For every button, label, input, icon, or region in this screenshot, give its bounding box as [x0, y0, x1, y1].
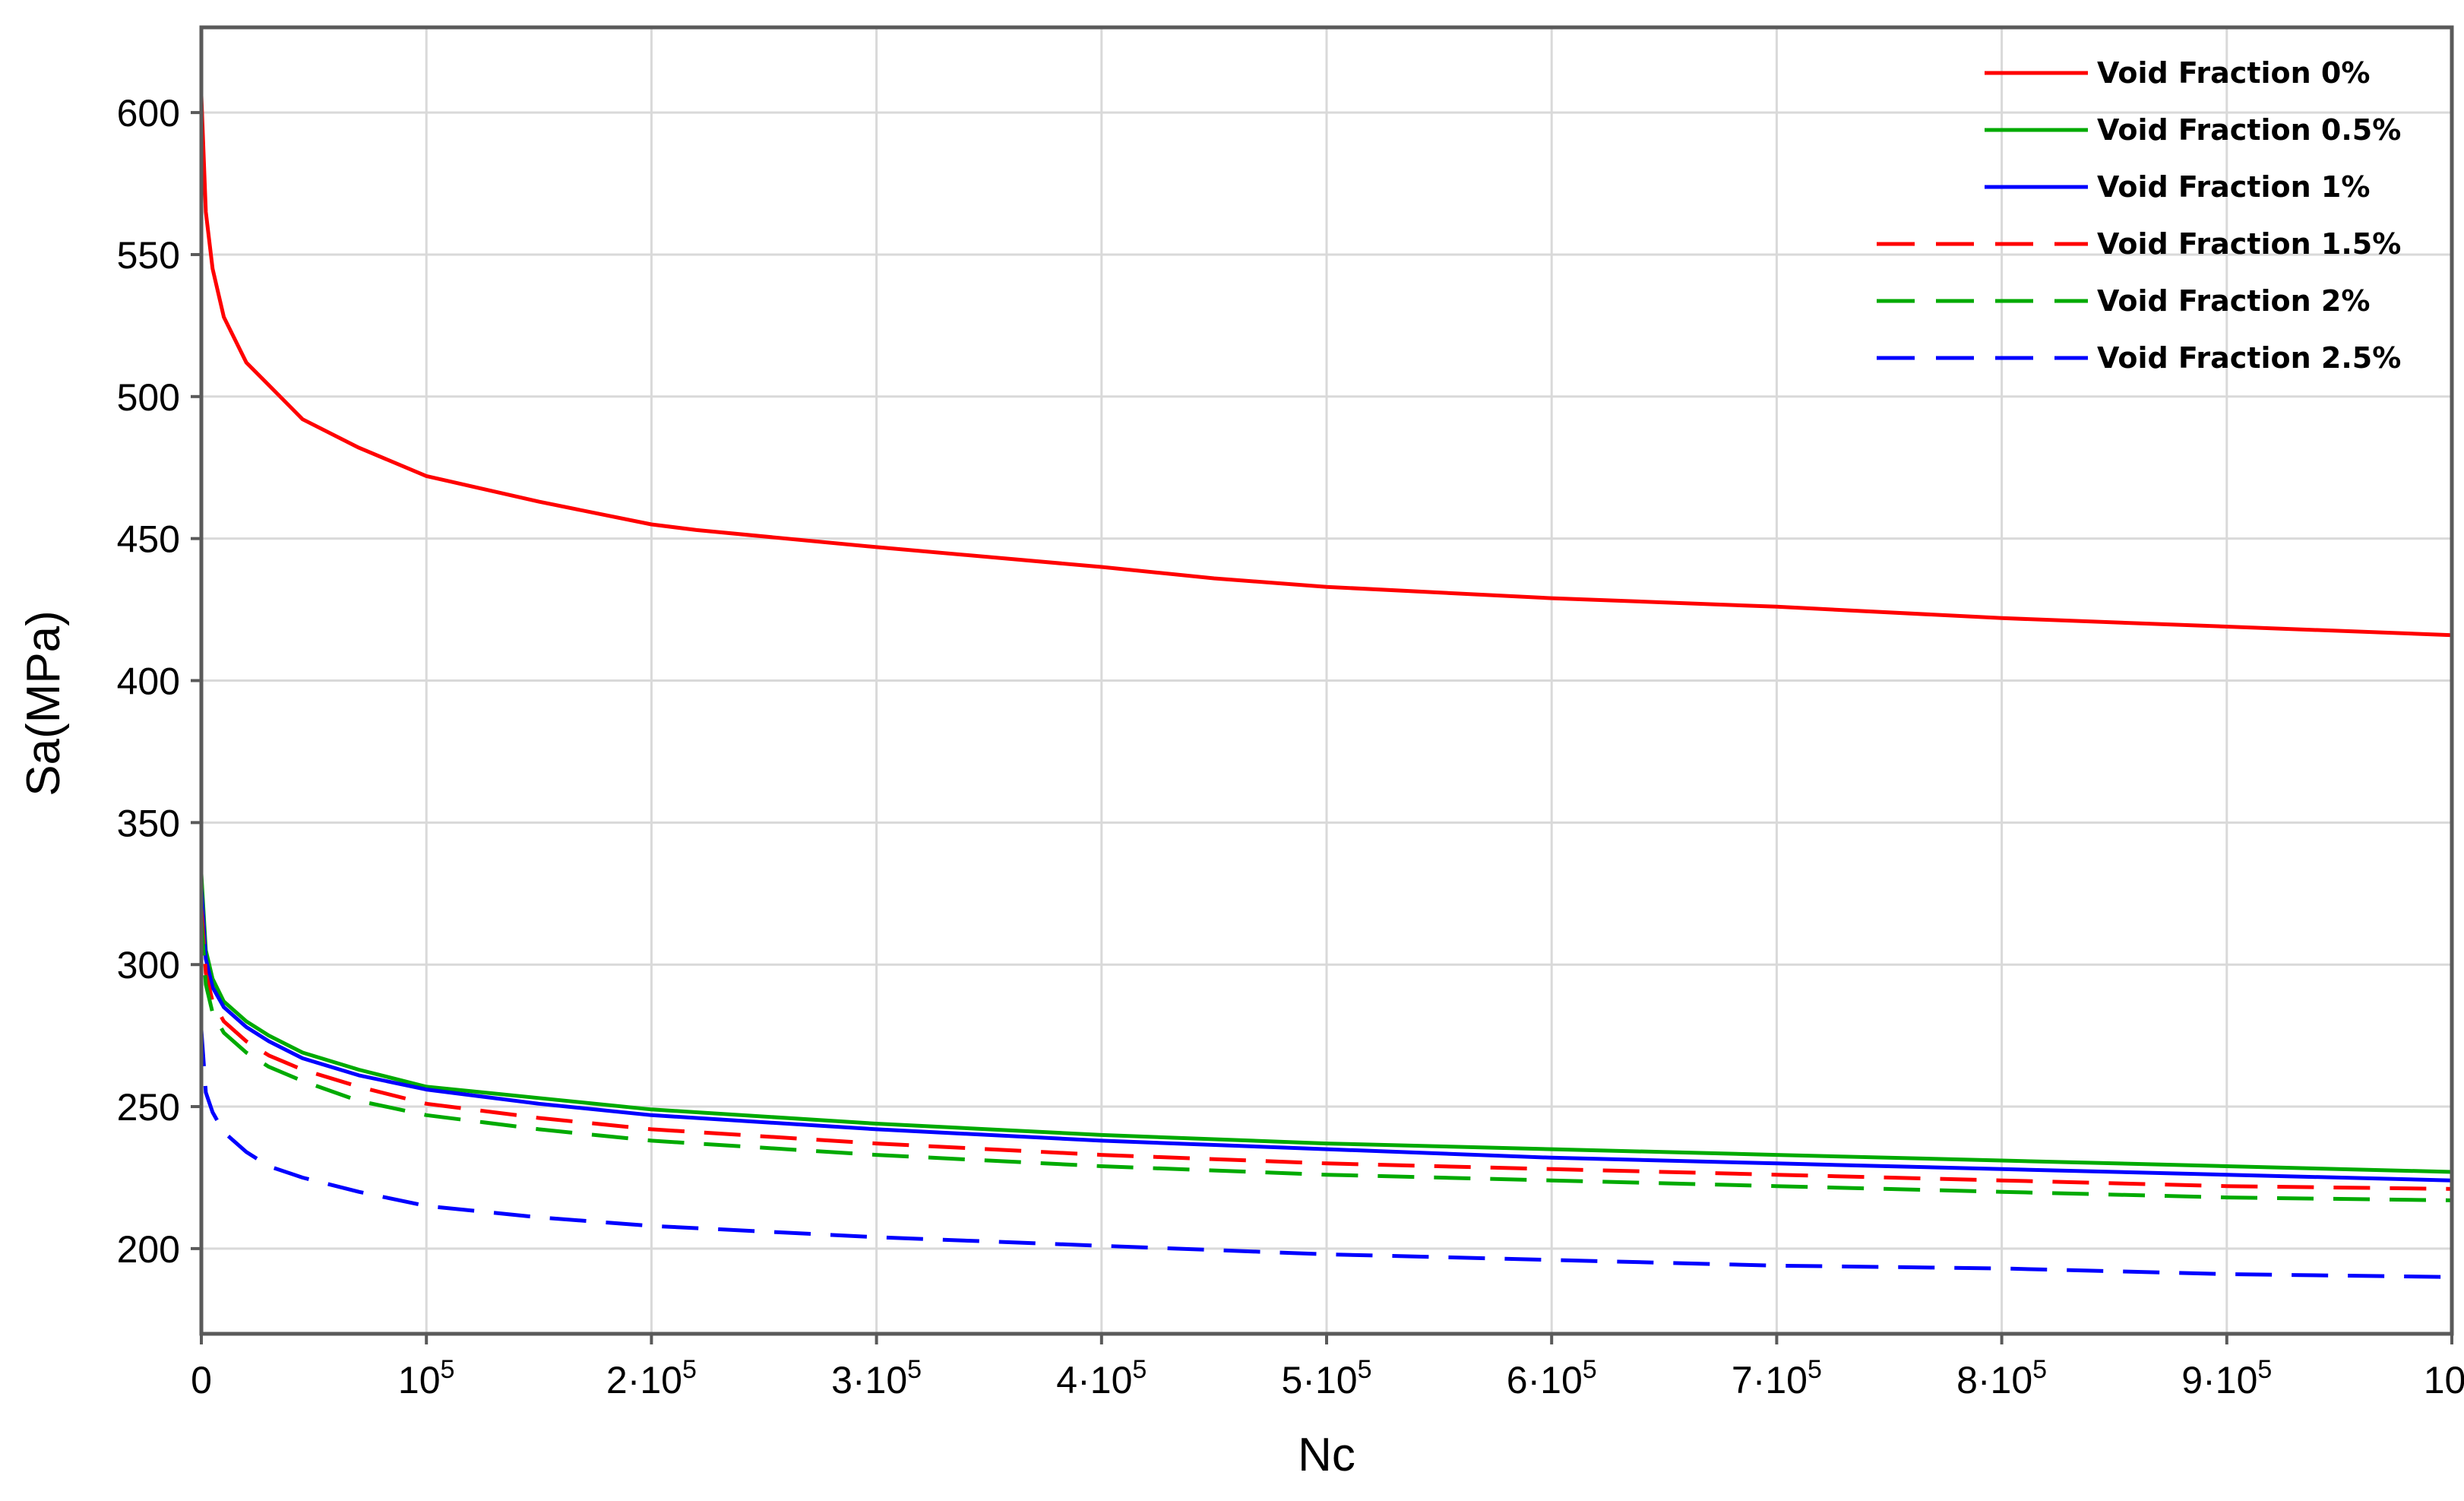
x-tick-label: 2·105 [606, 1355, 697, 1401]
series-group [199, 95, 2453, 1279]
y-axis-title: Sa(MPa) [17, 610, 70, 796]
legend-label-5: Void Fraction 2.5% [2097, 341, 2401, 375]
y-tick-label: 550 [117, 234, 180, 277]
legend-label-0: Void Fraction 0% [2097, 56, 2370, 90]
series-line-1 [199, 873, 2453, 1174]
x-axis-title: Nc [1298, 1429, 1355, 1481]
y-tick-label: 400 [117, 660, 180, 703]
y-tick-label: 250 [117, 1086, 180, 1129]
legend: Void Fraction 0% Void Fraction 0.5% Void F… [1877, 56, 2401, 375]
legend-label-1: Void Fraction 0.5% [2097, 113, 2401, 147]
y-tick-label: 350 [117, 802, 180, 844]
x-tick-label: 7·105 [1732, 1355, 1822, 1401]
legend-label-4: Void Fraction 2% [2097, 284, 2370, 318]
axis-ticks: 0 105 2·105 3·105 4·105 5·105 6·105 7·105 8·105 9… [117, 92, 2464, 1401]
x-tick-label: 4·105 [1056, 1355, 1147, 1401]
x-tick-label: 105 [398, 1355, 455, 1401]
x-tick-label: 6·105 [1507, 1355, 1597, 1401]
y-tick-label: 600 [117, 92, 180, 135]
y-tick-label: 200 [117, 1228, 180, 1271]
y-tick-label: 450 [117, 518, 180, 561]
legend-label-2: Void Fraction 1% [2097, 170, 2370, 204]
x-tick-label: 3·105 [831, 1355, 922, 1401]
series-line-0 [199, 95, 2453, 638]
x-tick-label: 5·105 [1282, 1355, 1372, 1401]
x-tick-label: 0 [191, 1359, 212, 1401]
legend-label-3: Void Fraction 1.5% [2097, 227, 2401, 261]
series-line-4 [199, 919, 2453, 1202]
x-tick-label: 106 [2424, 1355, 2464, 1401]
series-line-2 [199, 888, 2453, 1183]
y-tick-label: 300 [117, 944, 180, 986]
x-tick-label: 8·105 [1956, 1355, 2047, 1401]
x-tick-label: 9·105 [2181, 1355, 2272, 1401]
series-line-3 [199, 907, 2453, 1191]
y-tick-label: 500 [117, 376, 180, 419]
